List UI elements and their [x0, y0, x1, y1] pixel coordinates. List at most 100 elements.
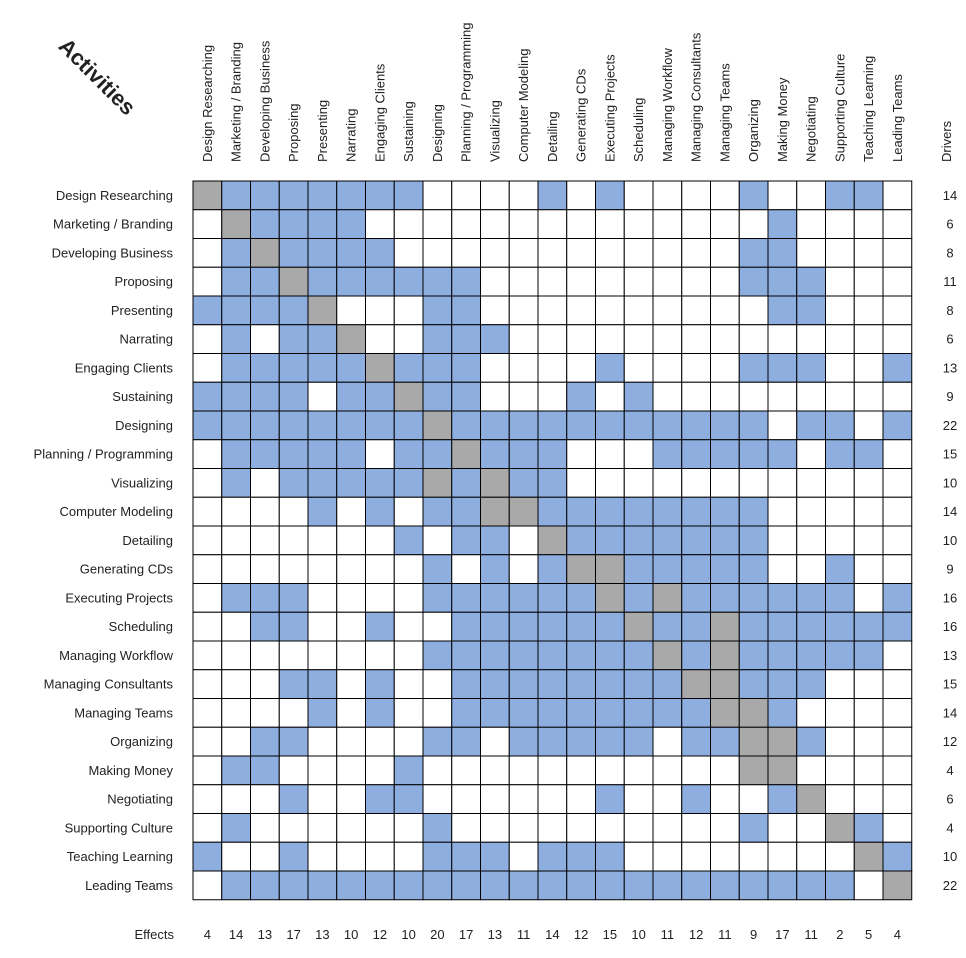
empty-cell — [508, 813, 539, 843]
dependency-cell — [681, 870, 711, 901]
diagonal-cell — [250, 238, 280, 268]
empty-cell — [825, 669, 855, 699]
effect-value: 17 — [286, 927, 300, 942]
empty-cell — [566, 468, 596, 498]
empty-cell — [825, 209, 855, 239]
diagonal-cell — [853, 841, 884, 872]
empty-cell — [853, 496, 884, 527]
dependency-cell — [853, 439, 884, 469]
empty-cell — [882, 238, 913, 268]
empty-cell — [853, 554, 884, 584]
dependency-cell — [221, 295, 251, 326]
dependency-cell — [796, 870, 826, 901]
empty-cell — [710, 324, 740, 354]
empty-cell — [825, 295, 855, 326]
empty-cell — [853, 353, 884, 383]
dependency-cell — [221, 266, 251, 297]
empty-cell — [393, 554, 424, 584]
empty-cell — [652, 209, 683, 239]
empty-cell — [710, 784, 740, 814]
dependency-cell — [307, 324, 338, 354]
empty-cell — [508, 755, 539, 786]
empty-cell — [192, 669, 223, 699]
empty-cell — [307, 755, 338, 786]
dependency-cell — [623, 726, 654, 757]
effect-value: 11 — [718, 927, 732, 942]
empty-cell — [623, 784, 654, 814]
empty-cell — [422, 525, 453, 556]
dependency-cell — [508, 640, 539, 671]
dependency-cell — [307, 180, 338, 211]
empty-cell — [508, 525, 539, 556]
dependency-cell — [767, 698, 798, 728]
column-label: Managing Consultants — [689, 32, 704, 162]
empty-cell — [738, 295, 769, 326]
empty-cell — [393, 726, 424, 757]
dependency-cell — [595, 640, 625, 671]
empty-cell — [192, 353, 223, 383]
empty-cell — [250, 669, 280, 699]
dependency-cell — [767, 439, 798, 469]
effect-value: 10 — [401, 927, 415, 942]
dependency-cell — [882, 353, 913, 383]
dependency-cell — [365, 468, 395, 498]
driver-value: 4 — [946, 820, 953, 835]
column-label: Computer Modeling — [516, 49, 531, 162]
empty-cell — [652, 841, 683, 872]
empty-cell — [681, 353, 711, 383]
dependency-cell — [738, 669, 769, 699]
dependency-cell — [365, 870, 395, 901]
empty-cell — [595, 813, 625, 843]
row-label: Proposing — [114, 274, 173, 289]
dependency-cell — [451, 266, 481, 297]
empty-cell — [221, 726, 251, 757]
dependency-cell — [681, 784, 711, 814]
empty-cell — [710, 180, 740, 211]
empty-cell — [250, 698, 280, 728]
empty-cell — [767, 841, 798, 872]
dependency-cell — [537, 611, 568, 642]
empty-cell — [825, 266, 855, 297]
empty-cell — [336, 496, 366, 527]
empty-cell — [307, 611, 338, 642]
dependency-cell — [278, 439, 309, 469]
empty-cell — [422, 698, 453, 728]
empty-cell — [336, 813, 366, 843]
diagonal-cell — [623, 611, 654, 642]
empty-cell — [307, 813, 338, 843]
empty-cell — [192, 755, 223, 786]
empty-cell — [738, 784, 769, 814]
empty-cell — [652, 381, 683, 412]
empty-cell — [623, 209, 654, 239]
empty-cell — [767, 813, 798, 843]
row-label: Teaching Learning — [67, 849, 173, 864]
dependency-cell — [681, 525, 711, 556]
empty-cell — [192, 525, 223, 556]
row-label: Marketing / Branding — [53, 217, 173, 232]
empty-cell — [825, 525, 855, 556]
dependency-cell — [250, 353, 280, 383]
dependency-cell — [393, 870, 424, 901]
empty-cell — [825, 324, 855, 354]
dependency-cell — [796, 295, 826, 326]
empty-cell — [681, 381, 711, 412]
empty-cell — [681, 841, 711, 872]
dependency-cell — [480, 640, 510, 671]
driver-value: 12 — [943, 734, 957, 749]
dependency-cell — [796, 410, 826, 441]
diagonal-cell — [652, 640, 683, 671]
empty-cell — [480, 726, 510, 757]
driver-value: 13 — [943, 648, 957, 663]
empty-cell — [451, 554, 481, 584]
dependency-cell — [796, 611, 826, 642]
empty-cell — [710, 266, 740, 297]
empty-cell — [796, 698, 826, 728]
dependency-cell — [595, 410, 625, 441]
dependency-cell — [480, 583, 510, 613]
empty-cell — [652, 324, 683, 354]
empty-cell — [192, 611, 223, 642]
empty-cell — [681, 295, 711, 326]
empty-cell — [451, 180, 481, 211]
dependency-cell — [767, 238, 798, 268]
dependency-cell — [595, 180, 625, 211]
